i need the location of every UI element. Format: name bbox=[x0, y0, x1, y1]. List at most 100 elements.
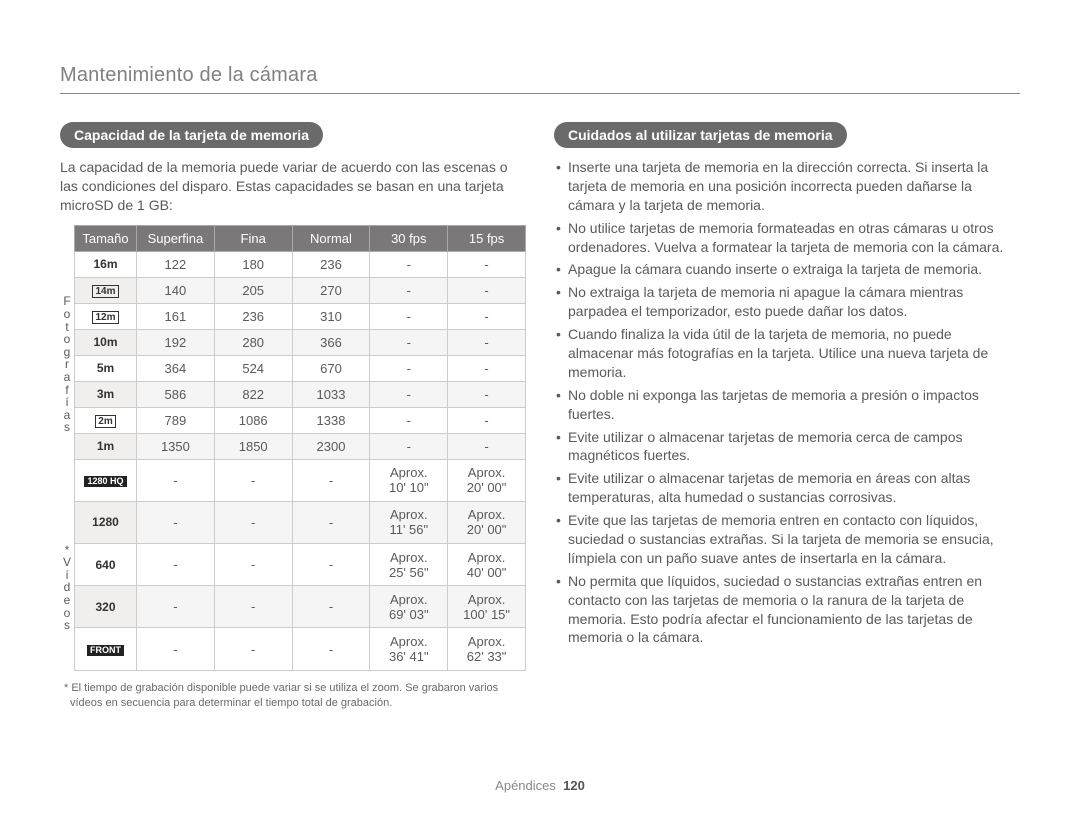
care-list-item: Evite utilizar o almacenar tarjetas de m… bbox=[554, 469, 1020, 507]
cell-fina: 280 bbox=[214, 329, 292, 355]
care-list-item: No permita que líquidos, suciedad o sust… bbox=[554, 572, 1020, 648]
cell-30fps: - bbox=[370, 407, 448, 433]
cell-normal: - bbox=[292, 586, 370, 628]
cell-15fps: - bbox=[448, 251, 526, 277]
cell-superfina: 122 bbox=[137, 251, 215, 277]
footer-label: Apéndices bbox=[495, 778, 556, 793]
care-list-item: No extraiga la tarjeta de memoria ni apa… bbox=[554, 283, 1020, 321]
cell-size: 16m bbox=[75, 251, 137, 277]
cell-30fps: - bbox=[370, 433, 448, 459]
table-row: 16m122180236-- bbox=[75, 251, 526, 277]
th-30fps: 30 fps bbox=[370, 225, 448, 251]
cell-superfina: 586 bbox=[137, 381, 215, 407]
size-icon: 12m bbox=[92, 311, 118, 324]
table-row: 12m161236310-- bbox=[75, 303, 526, 329]
cell-normal: 366 bbox=[292, 329, 370, 355]
cell-size: 2m bbox=[75, 407, 137, 433]
footer-page: 120 bbox=[563, 778, 585, 793]
cell-size: 640 bbox=[75, 543, 137, 585]
section-heading-capacity: Capacidad de la tarjeta de memoria bbox=[60, 122, 323, 148]
care-list-item: Evite utilizar o almacenar tarjetas de m… bbox=[554, 428, 1020, 466]
cell-normal: - bbox=[292, 501, 370, 543]
cell-30fps: - bbox=[370, 381, 448, 407]
size-icon: 14m bbox=[92, 285, 118, 298]
cell-30fps: Aprox. 25' 56" bbox=[370, 543, 448, 585]
capacity-tbody: 16m122180236--14m140205270--12m161236310… bbox=[75, 251, 526, 670]
cell-size: 3m bbox=[75, 381, 137, 407]
cell-30fps: - bbox=[370, 329, 448, 355]
right-column: Cuidados al utilizar tarjetas de memoria… bbox=[554, 122, 1020, 711]
cell-size: 5m bbox=[75, 355, 137, 381]
page-footer: Apéndices 120 bbox=[0, 778, 1080, 793]
cell-superfina: 1350 bbox=[137, 433, 215, 459]
cell-superfina: - bbox=[137, 501, 215, 543]
cell-normal: 2300 bbox=[292, 433, 370, 459]
cell-30fps: - bbox=[370, 355, 448, 381]
cell-normal: 1338 bbox=[292, 407, 370, 433]
table-row: 640---Aprox. 25' 56"Aprox. 40' 00" bbox=[75, 543, 526, 585]
cell-15fps: Aprox. 20' 00" bbox=[448, 459, 526, 501]
care-list-item: No utilice tarjetas de memoria formatead… bbox=[554, 219, 1020, 257]
page-title: Mantenimiento de la cámara bbox=[60, 64, 1020, 87]
cell-superfina: - bbox=[137, 586, 215, 628]
table-header-row: Tamaño Superfina Fina Normal 30 fps 15 f… bbox=[75, 225, 526, 251]
content-columns: Capacidad de la tarjeta de memoria La ca… bbox=[60, 122, 1020, 711]
care-list: Inserte una tarjeta de memoria en la dir… bbox=[554, 158, 1020, 647]
title-divider bbox=[60, 93, 1020, 94]
cell-normal: 1033 bbox=[292, 381, 370, 407]
cell-15fps: Aprox. 20' 00" bbox=[448, 501, 526, 543]
side-label-videos: *Vídeos bbox=[60, 481, 74, 671]
cell-30fps: Aprox. 69' 03" bbox=[370, 586, 448, 628]
cell-normal: 236 bbox=[292, 251, 370, 277]
cell-15fps: - bbox=[448, 381, 526, 407]
cell-30fps: Aprox. 36' 41" bbox=[370, 628, 448, 670]
cell-15fps: Aprox. 62' 33" bbox=[448, 628, 526, 670]
cell-normal: 270 bbox=[292, 277, 370, 303]
cell-fina: 822 bbox=[214, 381, 292, 407]
cell-normal: - bbox=[292, 628, 370, 670]
cell-30fps: - bbox=[370, 303, 448, 329]
care-list-item: Inserte una tarjeta de memoria en la dir… bbox=[554, 158, 1020, 215]
cell-fina: 1850 bbox=[214, 433, 292, 459]
table-row: 5m364524670-- bbox=[75, 355, 526, 381]
cell-fina: 180 bbox=[214, 251, 292, 277]
cell-30fps: Aprox. 10' 10" bbox=[370, 459, 448, 501]
cell-superfina: 192 bbox=[137, 329, 215, 355]
th-15fps: 15 fps bbox=[448, 225, 526, 251]
side-label-photos: Fotografías bbox=[60, 225, 74, 481]
cell-superfina: - bbox=[137, 628, 215, 670]
cell-superfina: 161 bbox=[137, 303, 215, 329]
cell-normal: 310 bbox=[292, 303, 370, 329]
table-row: 320---Aprox. 69' 03"Aprox. 100' 15" bbox=[75, 586, 526, 628]
table-row: 3m5868221033-- bbox=[75, 381, 526, 407]
th-normal: Normal bbox=[292, 225, 370, 251]
cell-normal: 670 bbox=[292, 355, 370, 381]
cell-fina: 1086 bbox=[214, 407, 292, 433]
cell-15fps: - bbox=[448, 407, 526, 433]
cell-size: 1280 bbox=[75, 501, 137, 543]
cell-fina: - bbox=[214, 628, 292, 670]
cell-superfina: 789 bbox=[137, 407, 215, 433]
cell-30fps: - bbox=[370, 277, 448, 303]
cell-fina: 524 bbox=[214, 355, 292, 381]
cell-fina: 205 bbox=[214, 277, 292, 303]
cell-fina: - bbox=[214, 543, 292, 585]
section-heading-care: Cuidados al utilizar tarjetas de memoria bbox=[554, 122, 847, 148]
cell-15fps: - bbox=[448, 303, 526, 329]
capacity-footnote: * El tiempo de grabación disponible pued… bbox=[60, 681, 526, 712]
cell-15fps: - bbox=[448, 433, 526, 459]
care-list-item: Evite que las tarjetas de memoria entren… bbox=[554, 511, 1020, 568]
cell-fina: - bbox=[214, 501, 292, 543]
cell-size: 14m bbox=[75, 277, 137, 303]
table-row: 1280 HQ---Aprox. 10' 10"Aprox. 20' 00" bbox=[75, 459, 526, 501]
cell-fina: 236 bbox=[214, 303, 292, 329]
cell-superfina: - bbox=[137, 543, 215, 585]
cell-30fps: Aprox. 11' 56" bbox=[370, 501, 448, 543]
cell-fina: - bbox=[214, 586, 292, 628]
cell-size: 12m bbox=[75, 303, 137, 329]
table-row: 2m78910861338-- bbox=[75, 407, 526, 433]
cell-normal: - bbox=[292, 543, 370, 585]
care-list-item: No doble ni exponga las tarjetas de memo… bbox=[554, 386, 1020, 424]
cell-15fps: Aprox. 100' 15" bbox=[448, 586, 526, 628]
cell-fina: - bbox=[214, 459, 292, 501]
